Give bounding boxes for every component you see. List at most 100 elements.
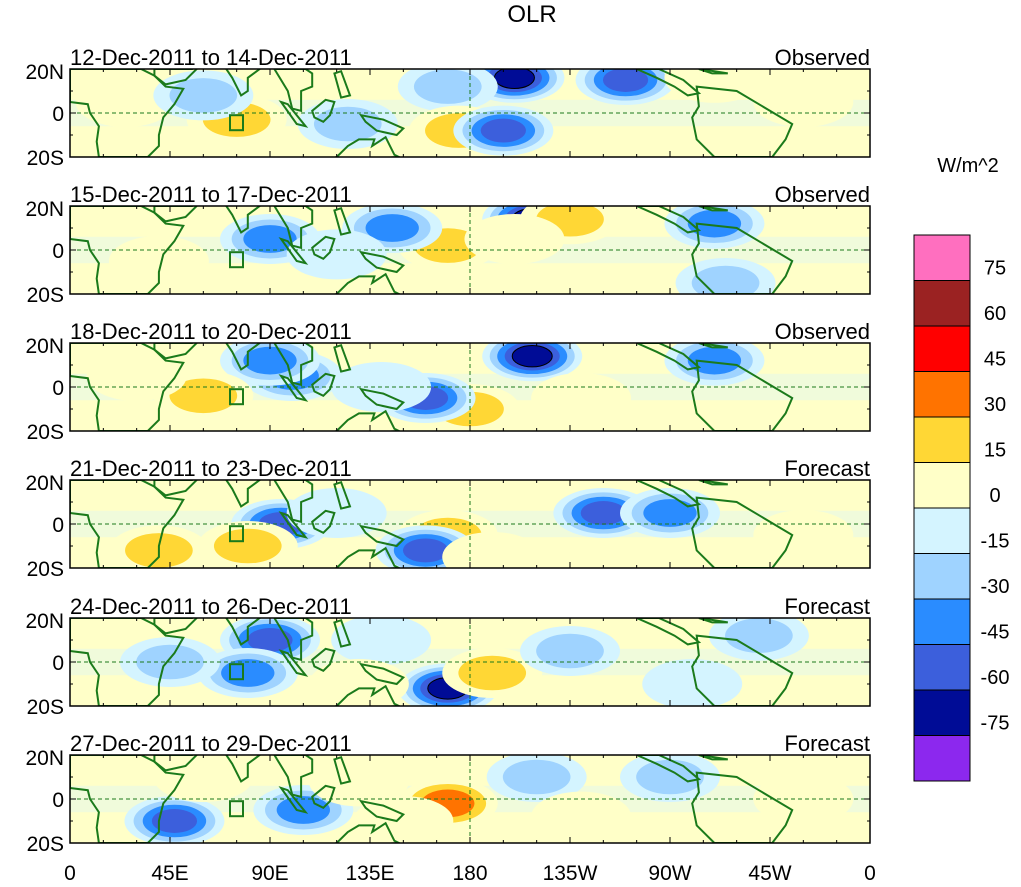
contour-level [531,791,632,842]
panel-type-label: Forecast [784,731,870,756]
colorbar-tick-label: -75 [981,713,1010,735]
coastline-12 [698,755,728,761]
colorbar-swatch [913,371,971,418]
coastline-5 [278,100,309,128]
colorbar-swatch [913,689,971,736]
coastline-1 [70,343,185,431]
coastline-6 [311,647,336,673]
colorbar-tick-label: -15 [981,531,1010,553]
y-tick-label: 20N [25,610,64,633]
colorbar-swatch [913,735,971,782]
coastline-1 [70,755,185,843]
panel-1: 20N 0 20S 12-Dec-2011 to 14-Dec-2011 Observe… [25,45,871,170]
contour-level [75,77,176,127]
coastline-8 [333,272,402,294]
colorbar-tick-label: 60 [984,303,1006,325]
x-tick-label: 135E [345,862,394,885]
anomaly-blob-10 [642,659,743,706]
coastline-12 [698,206,728,212]
coastline-8 [333,684,402,706]
contour-level [464,214,565,264]
coastline-1 [70,618,185,706]
y-tick-label: 0 [52,652,64,675]
anomaly-blob-9 [531,373,632,423]
colorbar-swatch [913,644,971,691]
coastline-6 [311,98,336,124]
y-tick-label: 0 [52,240,64,263]
coastlines [70,618,794,706]
y-tick-label: 20N [25,198,64,221]
coastline-4 [273,69,314,113]
contour-level [308,756,409,807]
coastlines [70,343,794,431]
x-tick-label: 90E [251,862,288,885]
anomaly-blob-10 [86,351,187,401]
coastline-9 [333,618,352,648]
coastline-4 [273,343,314,387]
anomaly-blob-6 [664,206,765,249]
colorbar-tick-label: 30 [984,394,1006,416]
coastline-3 [225,480,262,508]
coastline-10 [636,480,702,508]
anomaly-blob-6 [520,626,620,676]
contour-level [365,214,419,242]
coastline-9 [333,69,352,99]
coastline-5 [278,374,309,402]
coastline-10 [636,755,702,783]
coastline-7 [358,662,406,686]
coastline-2 [153,69,199,86]
panel-type-label: Observed [775,319,870,344]
coastline-7 [358,113,406,137]
contour-level [169,78,238,113]
coastline-1 [70,69,185,157]
contour-level [643,499,697,527]
anomaly-blob-11 [753,77,854,127]
coastlines [70,69,794,157]
coastline-8 [333,409,402,431]
contour-level [753,774,854,824]
coastline-7 [358,799,406,823]
coastline-3 [225,206,262,234]
colorbar-swatch [913,234,971,281]
anomaly-blob-8 [308,659,409,706]
contour-level [108,236,209,286]
coastline-8 [333,821,402,843]
panel-5: 20N 0 20S 24-Dec-2011 to 26-Dec-2011 Forecas… [25,594,871,719]
y-tick-label: 20N [25,335,64,358]
anomaly-blob-7 [708,618,809,661]
anomaly-blob-6 [664,343,765,386]
coastline-1 [70,480,185,568]
y-tick-label: 20S [27,284,64,307]
y-tick-label: 20N [25,747,64,770]
anomaly-blob-10 [108,236,209,286]
coastline-1 [70,206,185,294]
y-tick-label: 20S [27,696,64,719]
contour-level [458,655,527,691]
contour-level [247,628,293,652]
panel-period-label: 21-Dec-2011 to 23-Dec-2011 [70,456,352,481]
coastline-9 [333,343,352,373]
colorbar-tick-label: -45 [981,622,1010,644]
panel-type-label: Observed [775,45,870,70]
contour-level [308,659,409,706]
coastline-5 [278,511,309,539]
contour-level [511,344,553,368]
contour-level [502,759,571,795]
x-tick-label: 135W [543,862,598,885]
contour-level [580,501,626,525]
contour-level [753,77,854,127]
coastline-11 [691,496,794,568]
panel-4: 20N 0 20S 21-Dec-2011 to 23-Dec-2011 Forecas… [25,456,871,581]
coastline-5 [278,237,309,265]
anomaly-field [70,488,870,568]
coastline-7 [358,524,406,548]
contour-level [602,69,649,92]
colorbar-tick-label: -60 [981,667,1010,689]
anomaly-blob-9 [75,77,176,127]
contour-level [442,532,543,568]
coastline-6 [311,509,336,535]
anomaly-blob-4 [353,796,454,843]
anomaly-blob-1 [124,796,225,843]
panel-2: 20N 0 20S 15-Dec-2011 to 17-Dec-2011 Observe… [25,182,871,307]
panel-period-label: 18-Dec-2011 to 20-Dec-2011 [70,319,352,344]
